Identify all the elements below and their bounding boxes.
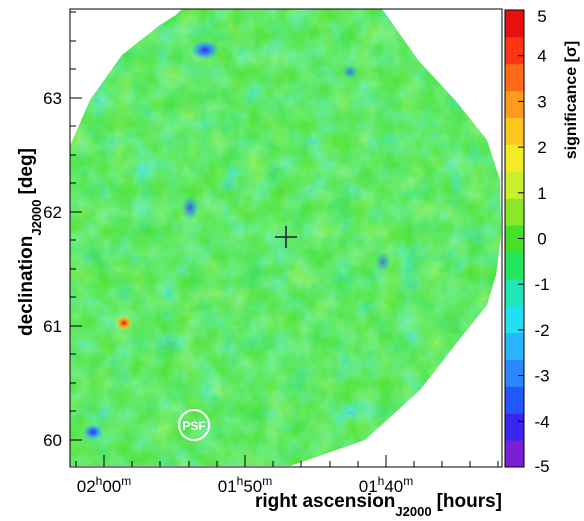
colorbar-segment [505,278,524,307]
colorbar-title: significance [σ] [563,41,580,160]
colorbar-segment [505,117,524,145]
psf-marker: PSF [178,409,210,441]
colorbar-tick-label: -1 [534,275,549,294]
x-tick-labels: 02h00m 01h50m 01h40m [77,474,414,496]
colorbar-segment [505,225,524,253]
coldspot-marker [191,40,219,60]
y-tick-label: 62 [43,203,62,222]
y-tick-label: 61 [43,317,62,336]
colorbar-ticks: 5 4 3 2 1 0 -1 -2 -3 -4 -5 [518,7,550,476]
y-tick-label: 63 [43,89,62,108]
hotspot-marker [115,315,133,331]
plot-frame [69,8,503,468]
colorbar-segment [505,440,524,468]
colorbar-segment [505,198,524,226]
x-axis [75,455,499,467]
colorbar-segment [505,36,524,65]
psf-label: PSF [182,419,205,433]
x-tick-label-2: 01h40m [359,474,414,496]
x-axis-title: right ascensionJ2000 [hours] [255,491,502,519]
colorbar-tick-label: 5 [537,7,546,26]
x-tick-label-0: 02h00m [77,474,132,496]
colorbar-tick-label: -2 [534,321,549,340]
center-cross [275,226,297,248]
colorbar-tick-label: 1 [537,184,546,203]
colorbar-segment [505,144,524,172]
coldspot-marker [83,424,103,440]
colorbar-tick-label: -5 [534,457,549,476]
colorbar-segment [505,332,524,360]
colorbar-segment [505,359,524,387]
colorbar-segment [505,90,524,119]
colorbar-segment [505,305,524,334]
y-axis-title: declinationJ2000[deg] [16,148,44,336]
colorbar-tick-label: 0 [537,230,546,249]
colorbar-segment [505,413,524,441]
x-tick-label-1: 01h50m [218,474,273,496]
colorbar-segment [505,10,524,38]
colorbar [505,10,524,468]
colorbar-segment [505,63,524,92]
colorbar-segment [505,171,524,199]
colorbar-tick-label: -3 [534,367,549,386]
colorbar-segment [505,386,524,414]
colorbar-tick-label: 2 [537,138,546,157]
colorbar-tick-label: 3 [537,92,546,111]
y-tick-label: 60 [43,431,62,450]
colorbar-tick-label: -4 [534,412,549,431]
y-axis [70,11,82,441]
colorbar-tick-label: 4 [537,47,546,66]
y-tick-labels: 60 61 62 63 [43,89,62,450]
colorbar-segment [505,251,524,280]
